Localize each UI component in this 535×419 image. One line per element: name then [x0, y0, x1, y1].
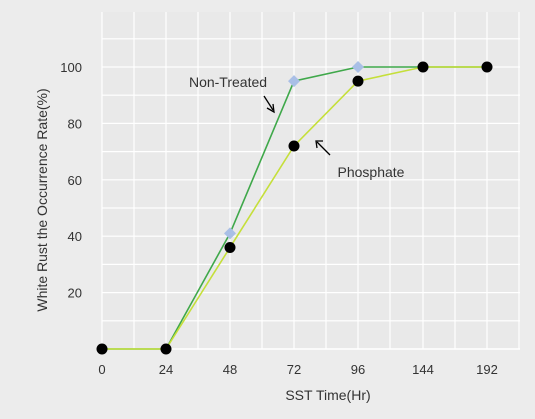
marker-diamond: [352, 61, 364, 73]
y-tick-label: 40: [68, 229, 82, 244]
marker-circle: [481, 61, 493, 73]
annotation-non-treated: Non-Treated: [189, 74, 267, 90]
x-tick-label: 144: [412, 362, 434, 377]
marker-circle: [288, 140, 300, 152]
x-tick-label: 96: [351, 362, 365, 377]
grid: [101, 12, 520, 349]
annotation-arrow-phosphate: [316, 141, 331, 156]
plot-area: [102, 12, 520, 349]
marker-circle: [224, 241, 236, 253]
annotation-arrowhead-non-treated: [266, 103, 275, 114]
x-axis-label: SST Time(Hr): [285, 387, 370, 403]
axes: 0 24 48 72 96 144 192 20 40 60 80 100: [60, 60, 520, 377]
x-tick-label: 48: [223, 362, 237, 377]
y-tick-label: 20: [68, 286, 82, 301]
marker-circle: [417, 61, 429, 73]
annotation-arrowhead-phosphate: [315, 140, 323, 149]
x-tick-label: 72: [287, 362, 301, 377]
marker-diamond: [288, 75, 300, 88]
y-tick-label: 80: [68, 116, 82, 131]
y-tick-label: 100: [60, 60, 82, 75]
marker-circle: [160, 343, 172, 355]
annotation-phosphate: Phosphate: [338, 164, 405, 180]
annotation-arrow-non-treated: [263, 95, 274, 111]
series-layer: [96, 61, 493, 355]
y-tick-label: 60: [68, 173, 82, 188]
marker-diamond: [224, 227, 236, 240]
annotations: Non-Treated Phosphate: [189, 74, 405, 180]
marker-circle: [96, 343, 108, 355]
x-tick-label: 24: [159, 362, 173, 377]
y-axis-label: White Rust the Occurrence Rate(%): [34, 88, 50, 311]
marker-circle: [352, 75, 364, 87]
x-tick-label: 0: [98, 362, 105, 377]
x-tick-label: 192: [476, 362, 498, 377]
